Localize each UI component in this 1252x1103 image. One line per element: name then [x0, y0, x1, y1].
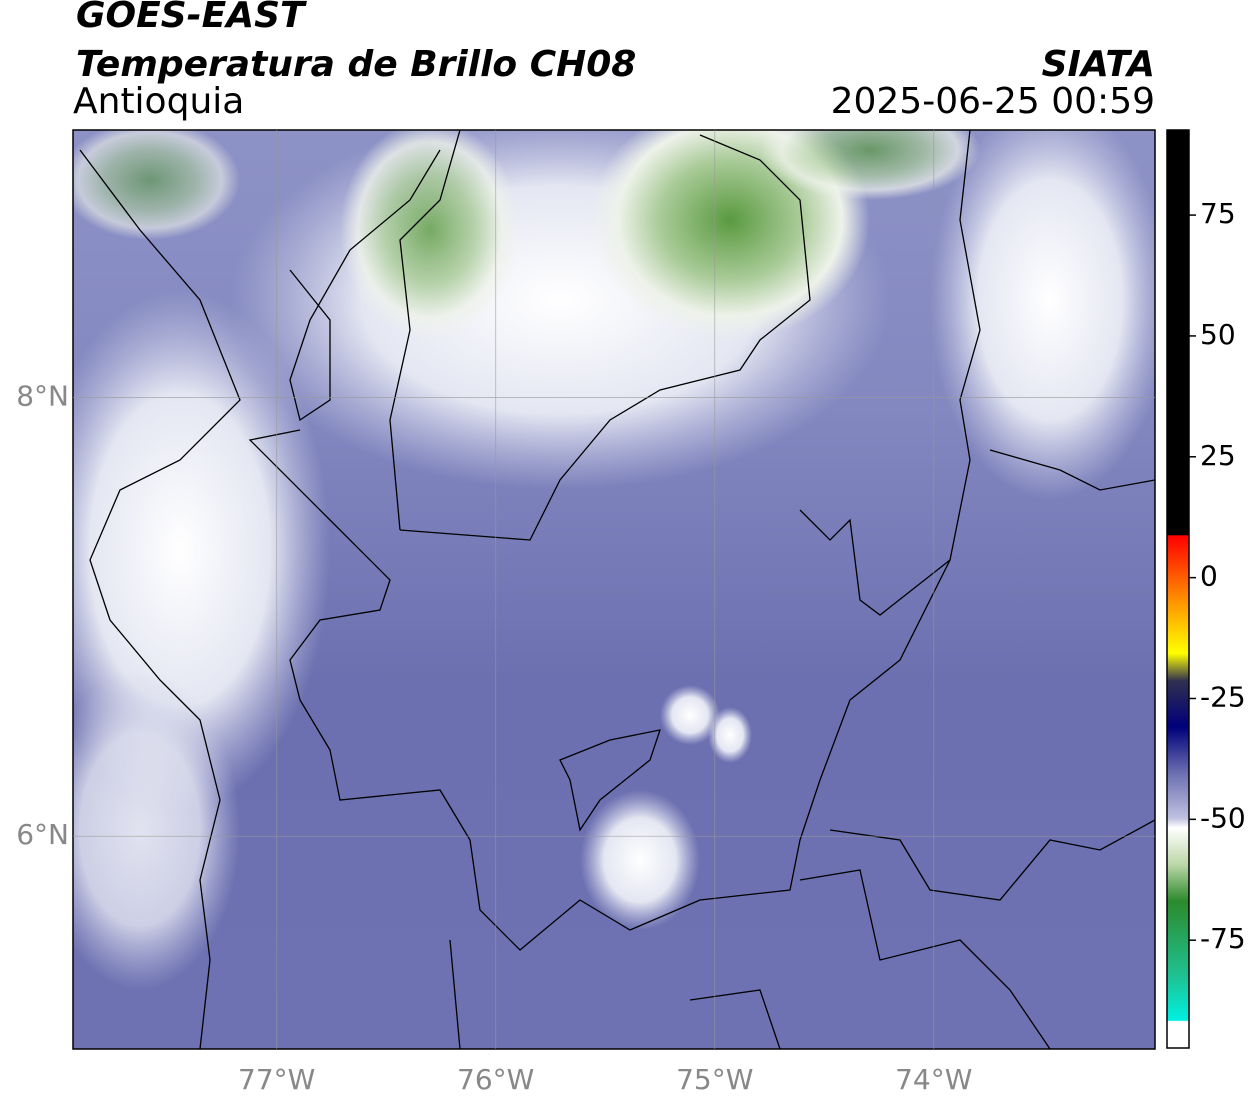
colorbar-tick-label: -75	[1200, 922, 1246, 955]
y-tick-label: 8°N	[16, 380, 69, 413]
colorbar-tick-label: 25	[1200, 439, 1236, 472]
colorbar-tick-label: 0	[1200, 560, 1218, 593]
datetime-label: 2025-06-25 00:59	[831, 81, 1155, 122]
borders	[79, 130, 1155, 1049]
colorbar-tick-label: 50	[1200, 318, 1236, 351]
colorbar-tick-label: -50	[1200, 801, 1246, 834]
colorbar-tick-label: -25	[1200, 680, 1246, 713]
x-tick-label: 75°W	[676, 1063, 753, 1096]
map-frame	[72, 129, 1156, 1050]
x-tick-label: 74°W	[895, 1063, 972, 1096]
x-tick-label: 77°W	[238, 1063, 315, 1096]
map-field	[73, 130, 1155, 1049]
y-tick-label: 6°N	[16, 818, 69, 851]
source-title: GOES-EAST	[76, 0, 307, 36]
region-label: Antioquia	[73, 81, 244, 122]
agency-label: SIATA	[1042, 44, 1155, 85]
colorbar-tick-label: 75	[1200, 197, 1236, 230]
product-title: Temperatura de Brillo CH08	[76, 44, 636, 85]
colorbar	[1166, 129, 1190, 1049]
x-tick-label: 76°W	[457, 1063, 534, 1096]
